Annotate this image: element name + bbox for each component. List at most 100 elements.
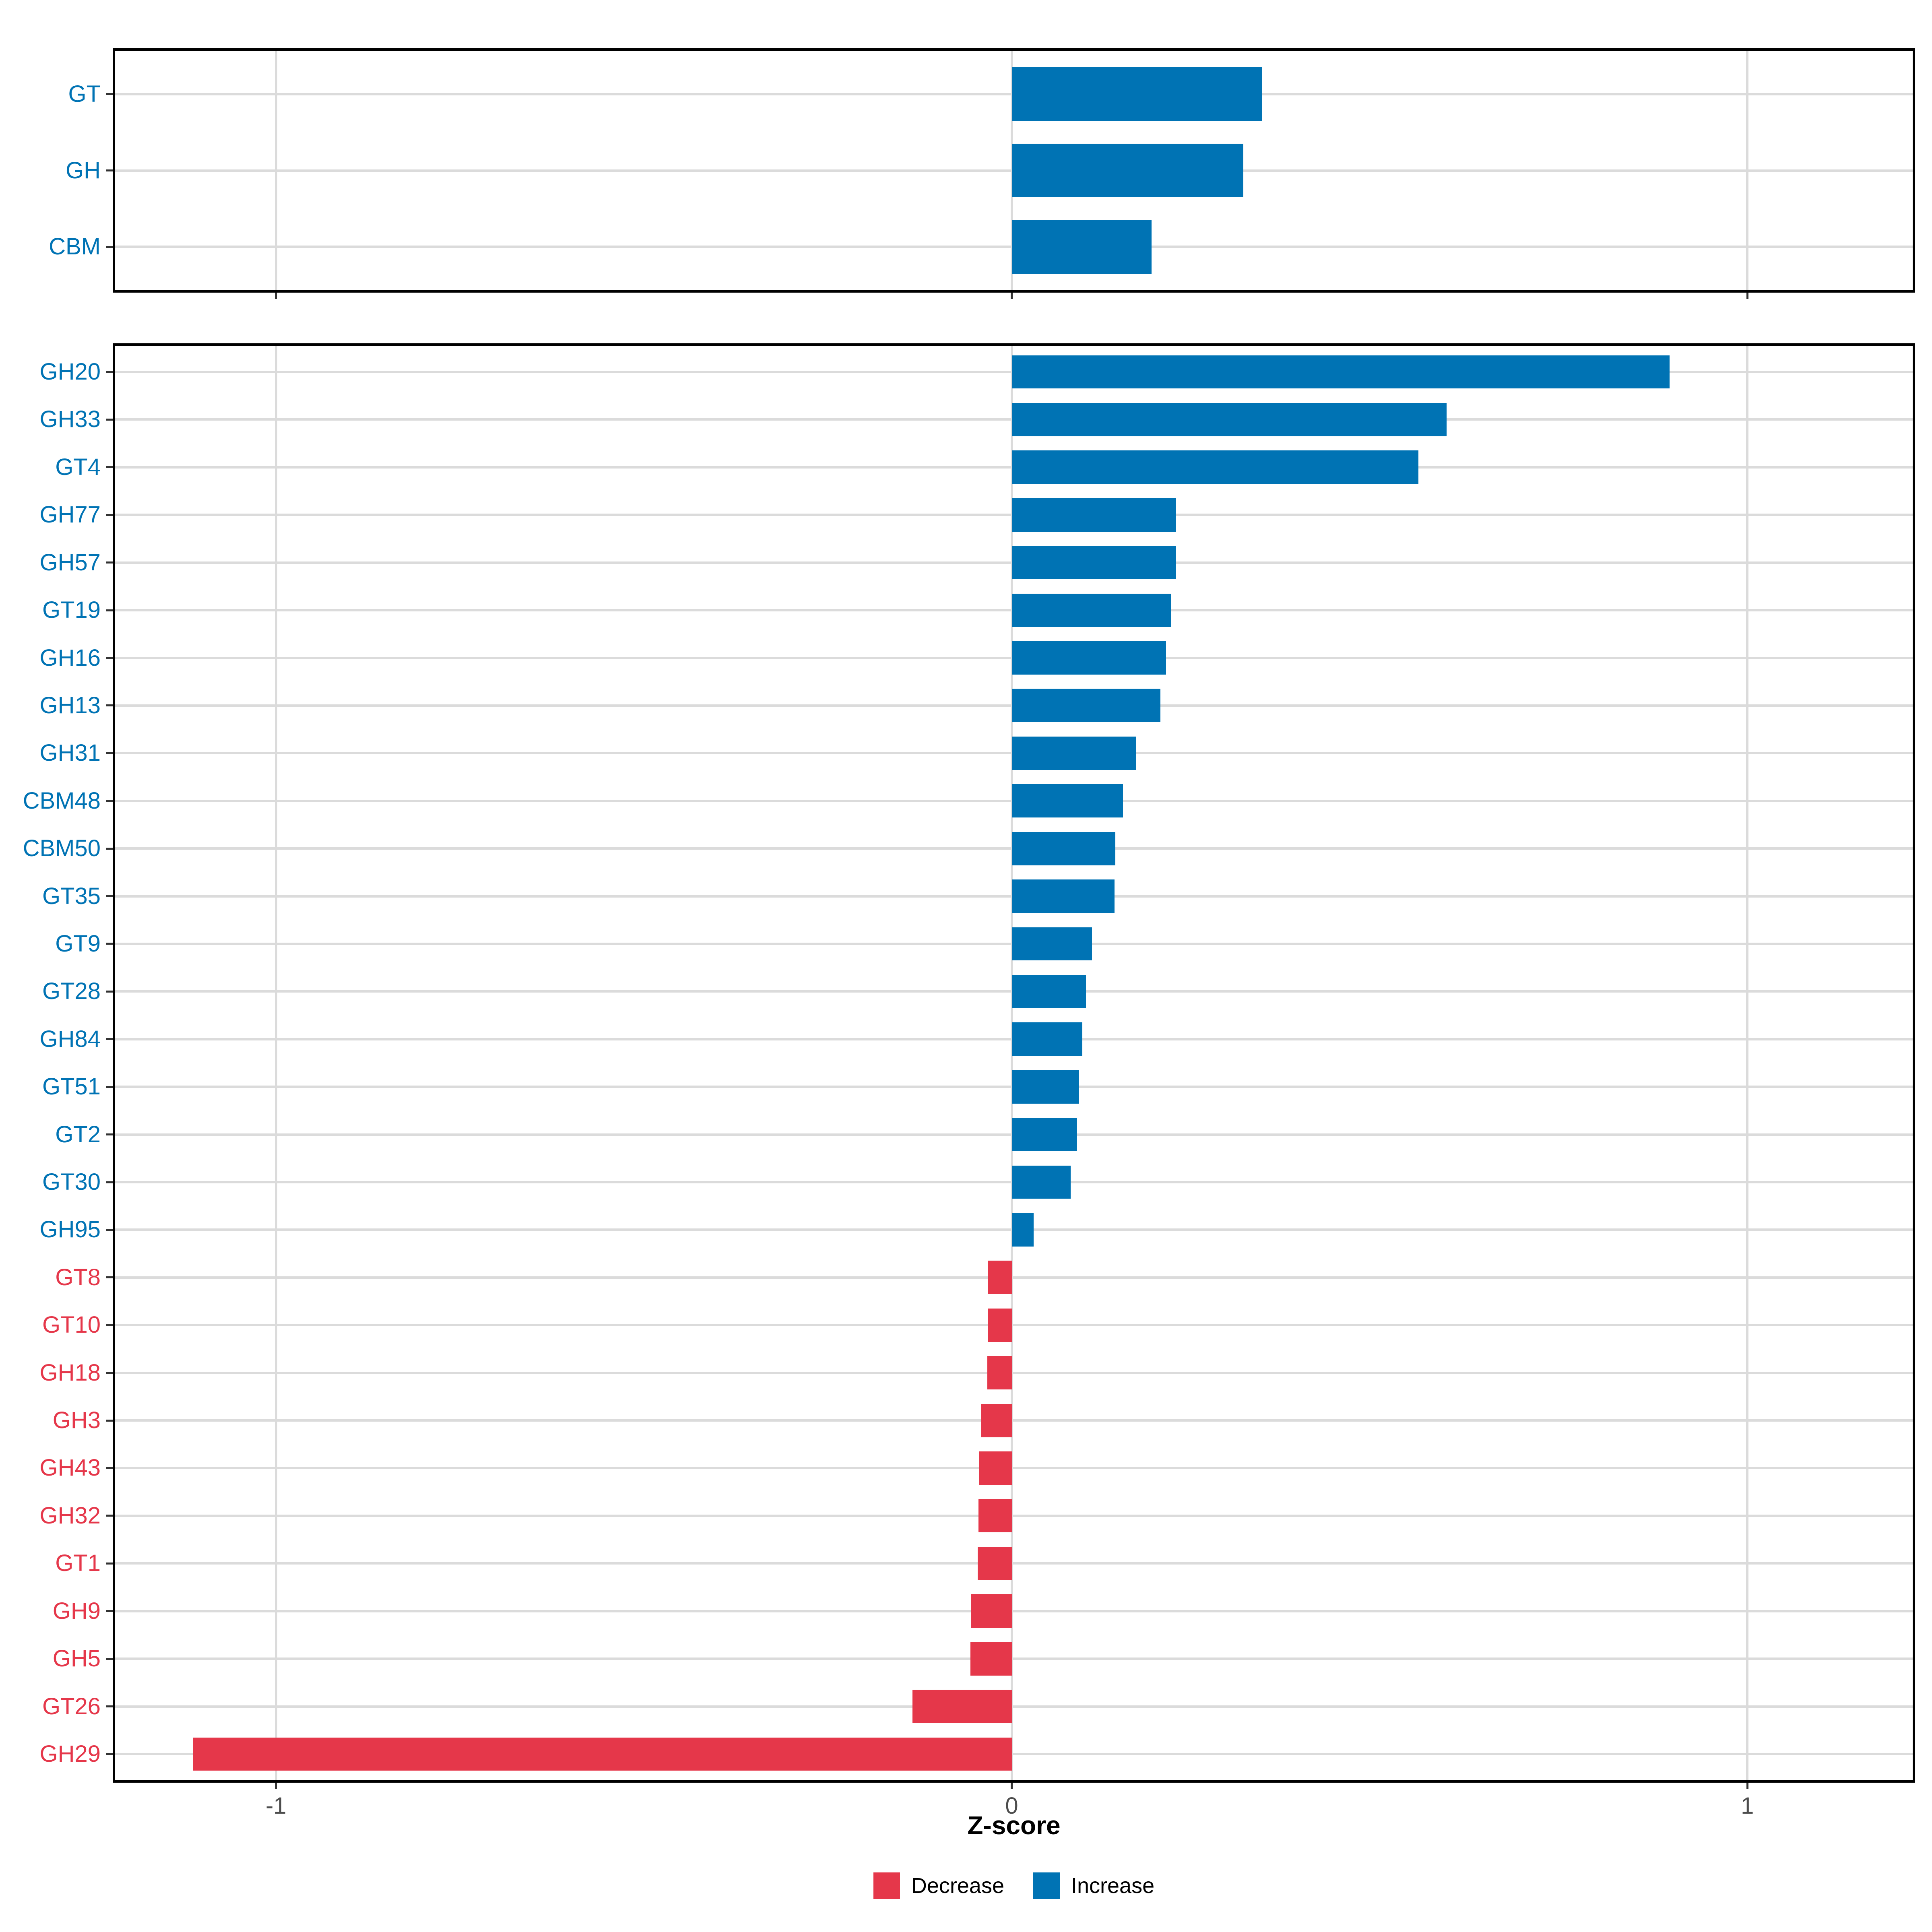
y-axis-tick	[106, 169, 113, 171]
y-axis-tick	[106, 943, 113, 945]
y-axis-label-GH31: GH31	[39, 740, 101, 766]
bar-GT51	[1011, 1070, 1079, 1104]
legend: Decrease Increase	[113, 1872, 1915, 1900]
y-axis-label-CBM50: CBM50	[23, 835, 101, 862]
y-axis-tick	[106, 1228, 113, 1231]
y-axis-label-GT10: GT10	[42, 1312, 101, 1338]
y-axis-tick	[106, 514, 113, 516]
y-axis-tick	[106, 1133, 113, 1136]
bar-GT19	[1011, 593, 1172, 627]
y-axis-label-GH18: GH18	[39, 1359, 101, 1386]
bar-GT2	[1011, 1118, 1077, 1152]
y-axis-label-GH29: GH29	[39, 1740, 101, 1767]
gridline-horizontal	[113, 1276, 1915, 1279]
gridline-horizontal	[113, 1705, 1915, 1708]
y-axis-tick	[106, 1610, 113, 1612]
gridline-horizontal	[113, 1514, 1915, 1517]
legend-label: Increase	[1071, 1874, 1155, 1898]
bar-GH84	[1011, 1022, 1082, 1056]
bar-GH9	[971, 1594, 1012, 1628]
bar-GT9	[1011, 927, 1092, 961]
y-axis-tick	[106, 800, 113, 802]
x-axis-tick-label: 1	[1741, 1793, 1754, 1819]
gridline-vertical	[1010, 343, 1013, 1783]
legend-key-swatch	[1033, 1872, 1060, 1899]
y-axis-label-GT9: GT9	[55, 930, 101, 957]
y-axis-tick	[106, 371, 113, 373]
y-axis-label-GT8: GT8	[55, 1264, 101, 1290]
y-axis-label-CBM48: CBM48	[23, 787, 101, 814]
y-axis-label-GH20: GH20	[39, 359, 101, 385]
bar-GH33	[1011, 403, 1447, 436]
y-axis-label-GH16: GH16	[39, 644, 101, 671]
bar-GH5	[970, 1642, 1012, 1676]
y-axis-tick	[106, 246, 113, 248]
bar-GH20	[1011, 355, 1670, 389]
y-axis-tick	[106, 609, 113, 611]
gridline-horizontal	[113, 1562, 1915, 1565]
y-axis-label-GT4: GT4	[55, 454, 101, 480]
y-axis-label-GH: GH	[66, 157, 101, 184]
bar-GT8	[988, 1261, 1012, 1294]
gridline-horizontal	[113, 1371, 1915, 1374]
y-axis-tick	[106, 418, 113, 421]
y-axis-tick	[106, 1515, 113, 1517]
gridline-horizontal	[113, 1657, 1915, 1660]
y-axis-label-GH43: GH43	[39, 1455, 101, 1481]
bar-GT30	[1011, 1165, 1071, 1199]
panel-cazyme-families	[113, 343, 1915, 1783]
bar-GT26	[912, 1690, 1012, 1723]
bar-GH95	[1011, 1213, 1034, 1247]
y-axis-tick	[106, 1419, 113, 1422]
legend-item-decrease: Decrease	[873, 1872, 1004, 1899]
y-axis-tick	[106, 1276, 113, 1279]
y-axis-tick	[106, 561, 113, 564]
y-axis-tick	[106, 1562, 113, 1565]
y-axis-label-GH9: GH9	[52, 1598, 101, 1624]
bar-GT10	[988, 1308, 1012, 1342]
y-axis-tick	[106, 93, 113, 95]
y-axis-label-GT28: GT28	[42, 978, 101, 1005]
bar-GT4	[1011, 450, 1419, 484]
y-axis-label-GT19: GT19	[42, 597, 101, 623]
y-axis-label-CBM: CBM	[49, 233, 101, 260]
y-axis-tick	[106, 1181, 113, 1183]
y-axis-tick	[106, 847, 113, 850]
y-axis-label-GT30: GT30	[42, 1169, 101, 1195]
x-axis-tick	[275, 293, 277, 299]
bar-GT	[1011, 67, 1262, 121]
bar-GH3	[980, 1404, 1012, 1437]
legend-key-swatch	[873, 1872, 900, 1899]
x-axis-tick	[1011, 1783, 1013, 1789]
y-axis-label-GT26: GT26	[42, 1693, 101, 1719]
gridline-vertical	[275, 343, 277, 1783]
y-axis-tick	[106, 1705, 113, 1708]
y-axis-label-GT1: GT1	[55, 1550, 101, 1577]
y-axis-label-GT35: GT35	[42, 883, 101, 909]
y-axis-tick	[106, 466, 113, 469]
legend-label: Decrease	[911, 1874, 1004, 1898]
bar-GT1	[978, 1546, 1012, 1580]
x-axis-tick	[275, 1783, 277, 1789]
y-axis-tick	[106, 1086, 113, 1088]
y-axis-tick	[106, 704, 113, 707]
y-axis-tick	[106, 1657, 113, 1660]
y-axis-label-GH77: GH77	[39, 502, 101, 528]
bar-CBM	[1011, 220, 1152, 274]
bar-GH57	[1011, 546, 1176, 580]
bar-GH77	[1011, 498, 1176, 532]
y-axis-tick	[106, 1038, 113, 1040]
y-axis-label-GH33: GH33	[39, 406, 101, 433]
x-axis-tick	[1011, 293, 1013, 299]
y-axis-tick	[106, 1467, 113, 1469]
bar-GH43	[979, 1451, 1012, 1485]
x-axis-title: Z-score	[967, 1811, 1061, 1840]
y-axis-label-GT: GT	[68, 80, 101, 107]
bar-CBM50	[1011, 832, 1116, 865]
y-axis-tick	[106, 895, 113, 898]
gridline-horizontal	[113, 1752, 1915, 1755]
y-axis-label-GH95: GH95	[39, 1216, 101, 1243]
y-axis-tick	[106, 1372, 113, 1374]
x-axis-tick-label: 0	[1005, 1793, 1018, 1819]
